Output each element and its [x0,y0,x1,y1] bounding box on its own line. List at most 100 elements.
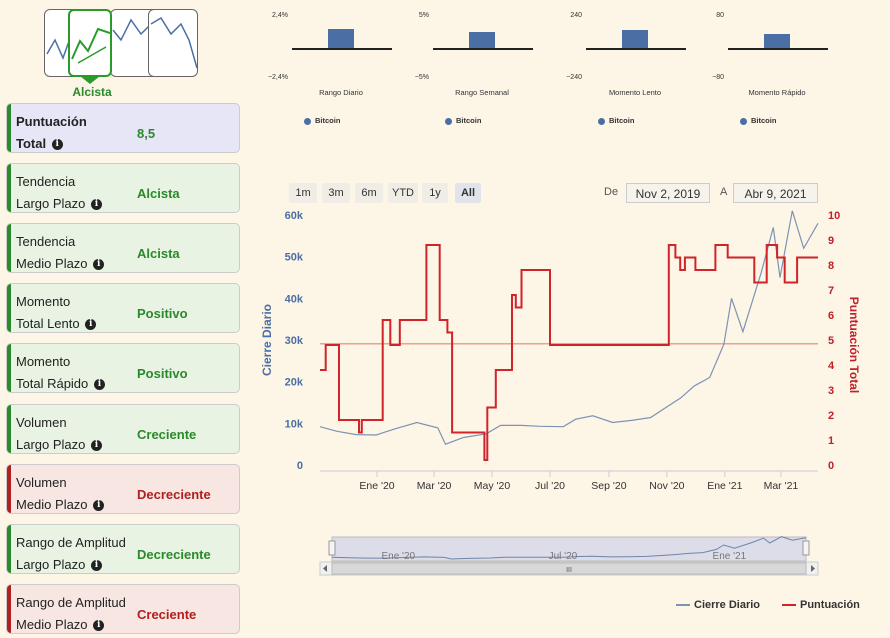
card-title-line2-wrap: Total Rápido i [16,376,105,391]
legend-score-line-icon [782,604,796,607]
card-title-line2-wrap: Medio Plazo i [16,256,105,271]
y-left-tick-label: 0 [297,460,303,472]
navigator-left-handle[interactable] [328,540,336,556]
info-icon[interactable]: i [51,139,63,151]
series-line-puntuacion [320,244,818,461]
to-date-input[interactable]: Abr 9, 2021 [733,183,818,203]
trend-selected-label: Alcista [72,85,112,99]
y-left-tick-label: 40k [285,293,304,305]
info-icon[interactable]: i [93,500,105,512]
score-card[interactable]: Tendencia Medio Plazo i Alcista [6,223,240,273]
mini-bottom-tick: −2,4% [267,74,288,81]
scroll-right-arrow-icon[interactable] [811,565,815,572]
mini-bar[interactable] [764,33,790,48]
mini-chart-label: Momento Lento [608,88,662,97]
x-tick-label: Ene '21 [707,480,742,492]
card-title-line2-wrap: Total i [16,136,63,151]
mini-chart-label: Rango Semanal [455,88,509,97]
card-title-line2: Largo Plazo [16,196,86,211]
x-tick-label: Sep '20 [591,480,626,492]
mini-legend-text: Bitcoin [456,116,482,125]
card-accent-bar [7,164,11,212]
mini-top-tick: 2,4% [272,12,288,19]
range-button-all[interactable]: All [455,183,481,203]
card-accent-bar [7,585,11,633]
mini-legend[interactable]: Bitcoin [445,116,481,125]
card-title-line2-wrap: Largo Plazo i [16,196,103,211]
legend-price-text: Cierre Diario [694,599,761,611]
mini-bottom-tick: −5% [414,74,429,81]
range-button-ytd[interactable]: YTD [388,183,418,203]
card-title-line2: Medio Plazo [16,497,88,512]
info-icon[interactable]: i [85,319,97,331]
score-card[interactable]: Rango de Amplitud Largo Plazo i Decrecient… [6,524,240,574]
series-line-cierre-diario [319,210,819,445]
card-title-line2-wrap: Largo Plazo i [16,437,103,452]
y-left-axis-title: Cierre Diario [260,304,274,376]
navigator-tick-label: Jul '20 [549,551,578,562]
score-card[interactable]: Volumen Largo Plazo i Creciente [6,404,240,454]
card-accent-bar [7,525,11,573]
navigator-tick-label: Ene '20 [381,551,415,562]
mini-legend[interactable]: Bitcoin [598,116,634,125]
y-right-tick-label: 9 [828,235,834,247]
mini-legend[interactable]: Bitcoin [304,116,340,125]
card-title-line2-wrap: Largo Plazo i [16,557,103,572]
card-title-line2-wrap: Medio Plazo i [16,497,105,512]
y-right-tick-label: 7 [828,285,834,297]
score-card[interactable]: Momento Total Lento i Positivo [6,283,240,333]
legend-dot-icon [740,117,747,125]
y-right-axis-title: Puntuación Total [847,297,861,393]
navigator-tick-label: Ene '21 [713,551,747,562]
info-icon[interactable]: i [93,259,105,271]
scroll-left-arrow-icon[interactable] [323,565,327,572]
card-title-line1: Volumen [16,415,67,430]
legend-price[interactable]: Cierre Diario [676,599,760,611]
trend-card-bajista[interactable] [148,9,198,77]
mini-legend-text: Bitcoin [751,116,777,125]
card-title-line2: Total Lento [16,316,80,331]
info-icon[interactable]: i [91,199,103,211]
score-card[interactable]: Puntuación Total i 8,5 [6,103,240,153]
card-value: Positivo [137,366,188,381]
trend-card-alcista[interactable] [68,9,112,77]
mini-top-tick: 240 [570,12,582,19]
legend-dot-icon [445,117,452,125]
y-right-tick-label: 4 [828,360,835,372]
range-button-3m[interactable]: 3m [322,183,350,203]
y-left-tick-label: 60k [285,210,304,222]
info-icon[interactable]: i [91,440,103,452]
mini-top-tick: 80 [716,12,724,19]
range-button-1y[interactable]: 1y [422,183,448,203]
from-date-input[interactable]: Nov 2, 2019 [626,183,710,203]
x-tick-label: Mar '20 [417,480,452,492]
y-left-tick-label: 10k [285,418,304,430]
card-title-line2: Total Rápido [16,376,89,391]
score-card[interactable]: Volumen Medio Plazo i Decreciente [6,464,240,514]
score-card[interactable]: Tendencia Largo Plazo i Alcista [6,163,240,213]
scrollbar-grip-icon: III [566,567,572,574]
navigator-right-handle[interactable] [802,540,810,556]
trend-pointer-icon [80,76,100,84]
range-button-1m[interactable]: 1m [289,183,317,203]
info-icon[interactable]: i [93,379,105,391]
mini-bar[interactable] [469,32,495,48]
navigator-series-line [331,536,807,560]
mini-bar[interactable] [328,28,354,48]
score-card[interactable]: Momento Total Rápido i Positivo [6,343,240,393]
card-title-line1: Tendencia [16,234,76,249]
info-icon[interactable]: i [93,620,105,632]
y-right-tick-label: 2 [828,410,834,422]
info-icon[interactable]: i [91,560,103,572]
mini-legend[interactable]: Bitcoin [740,116,776,125]
y-right-tick-label: 0 [828,460,834,472]
legend-score[interactable]: Puntuación [782,599,860,611]
mini-bar[interactable] [622,30,648,48]
navigator-scrollbar-thumb[interactable] [331,562,807,575]
x-tick-label: May '20 [474,480,511,492]
score-card[interactable]: Rango de Amplitud Medio Plazo i Creciente [6,584,240,634]
range-button-6m[interactable]: 6m [355,183,383,203]
mini-top-tick: 5% [418,12,429,19]
x-tick-label: Ene '20 [359,480,394,492]
card-title-line1: Rango de Amplitud [16,595,126,610]
